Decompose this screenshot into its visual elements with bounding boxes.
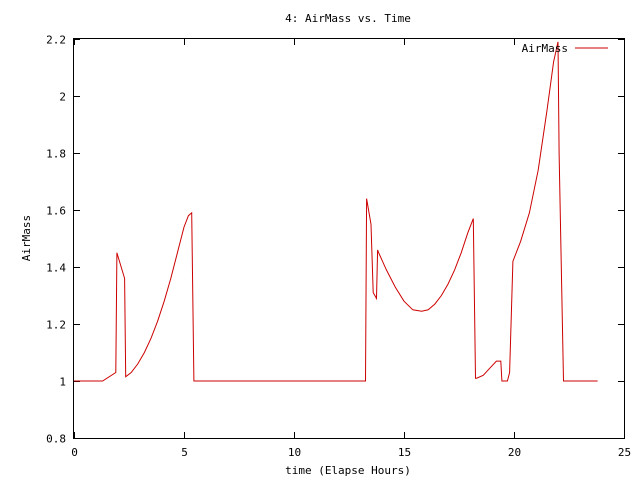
y-tick-label: 1.2 bbox=[46, 319, 66, 332]
x-tick-label: 25 bbox=[618, 446, 631, 459]
x-axis-ticks: 0 5 10 15 20 25 bbox=[71, 39, 631, 459]
legend: AirMass bbox=[522, 42, 608, 55]
x-tick-label: 10 bbox=[288, 446, 301, 459]
y-axis-ticks: 0.8 1 1.2 1.4 1.6 1.8 2 2.2 bbox=[46, 34, 624, 446]
y-axis-label: AirMass bbox=[20, 215, 33, 261]
plot-frame bbox=[73, 38, 625, 439]
x-tick-label: 20 bbox=[508, 446, 521, 459]
y-tick-label: 2 bbox=[59, 91, 66, 104]
chart-title: 4: AirMass vs. Time bbox=[285, 12, 411, 25]
x-tick-label: 15 bbox=[398, 446, 411, 459]
y-tick-label: 0.8 bbox=[46, 433, 66, 446]
y-tick-label: 2.2 bbox=[46, 34, 66, 47]
x-tick-label: 0 bbox=[71, 446, 78, 459]
airmass-series-line bbox=[74, 41, 598, 382]
y-tick-label: 1.8 bbox=[46, 148, 66, 161]
x-tick-label: 5 bbox=[181, 446, 188, 459]
y-tick-label: 1 bbox=[59, 376, 66, 389]
y-tick-label: 1.4 bbox=[46, 262, 66, 275]
x-axis-label: time (Elapse Hours) bbox=[285, 464, 411, 477]
legend-label: AirMass bbox=[522, 42, 568, 55]
y-tick-label: 1.6 bbox=[46, 205, 66, 218]
